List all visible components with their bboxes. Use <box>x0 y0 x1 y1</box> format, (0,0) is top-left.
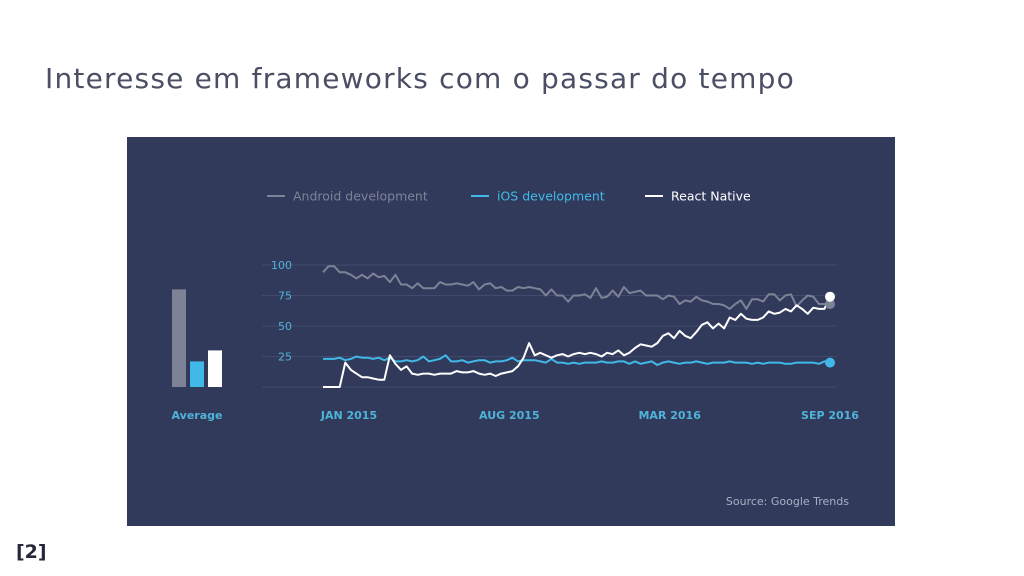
legend-label-ios-development: iOS development <box>497 189 605 204</box>
x-tick-label-jan-2015: JAN 2015 <box>320 409 377 422</box>
footnote-reference: [2] <box>16 541 47 563</box>
y-tick-label-50: 50 <box>278 320 292 333</box>
tick-labels: 100 75 50 25 JAN 2015 AUG 2015 MAR 2016 SEP 201… <box>172 259 860 422</box>
average-bars <box>172 289 222 387</box>
series-line-react-native <box>323 296 831 388</box>
chart-panel: Android development iOS development React … <box>127 137 895 526</box>
endpoint-react-native <box>825 291 835 302</box>
x-tick-label-sep-2016: SEP 2016 <box>801 409 859 422</box>
average-bar-ios-development <box>190 361 204 387</box>
series-points <box>825 291 835 368</box>
x-tick-label-aug-2015: AUG 2015 <box>479 409 540 422</box>
x-tick-label-mar-2016: MAR 2016 <box>638 409 701 422</box>
y-tick-label-25: 25 <box>278 351 292 364</box>
legend-item-android-development: Android development <box>267 189 428 204</box>
legend-label-react-native: React Native <box>671 189 751 204</box>
legend: Android development iOS development React … <box>267 189 751 204</box>
endpoint-android-development <box>825 299 835 310</box>
source-label: Source: Google Trends <box>726 495 849 508</box>
average-label: Average <box>172 409 223 422</box>
series-line-ios-development <box>323 354 831 366</box>
legend-item-react-native: React Native <box>645 189 751 204</box>
y-tick-label-100: 100 <box>271 259 292 272</box>
series-line-android-development <box>322 265 830 310</box>
series-lines <box>322 265 831 388</box>
page-title: Interesse em frameworks com o passar do … <box>45 62 795 95</box>
endpoint-ios-development <box>825 357 835 368</box>
average-bar-react-native <box>208 350 222 387</box>
average-bar-android-development <box>172 289 186 387</box>
grid-layer <box>262 264 837 388</box>
legend-label-android-development: Android development <box>293 189 428 204</box>
y-tick-label-75: 75 <box>278 290 292 303</box>
trend-chart: Android development iOS development React … <box>172 189 860 509</box>
legend-item-ios-development: iOS development <box>471 189 605 204</box>
